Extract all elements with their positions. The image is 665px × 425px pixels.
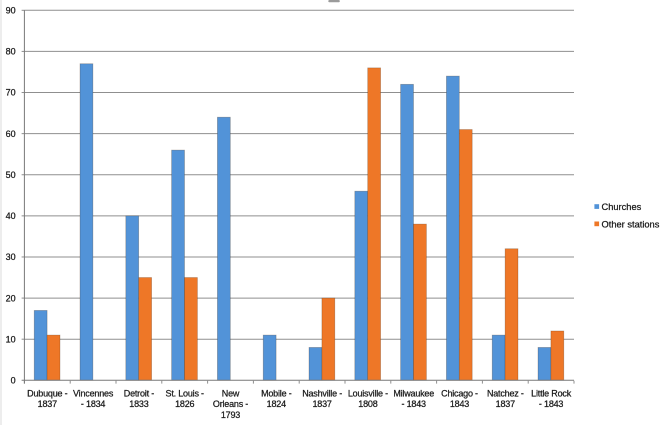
svg-text:Detroit -: Detroit - <box>124 388 154 398</box>
svg-text:Natchez -: Natchez - <box>487 388 524 398</box>
svg-text:1833: 1833 <box>129 399 148 409</box>
svg-text:Other stations: Other stations <box>602 219 660 229</box>
svg-text:30: 30 <box>6 252 16 262</box>
svg-text:1837: 1837 <box>312 399 331 409</box>
svg-text:Dubuque -: Dubuque - <box>27 388 67 398</box>
svg-text:- 1843: - 1843 <box>539 399 564 409</box>
svg-text:1837: 1837 <box>38 399 57 409</box>
svg-text:Orleans -: Orleans - <box>213 399 248 409</box>
svg-text:1808: 1808 <box>358 399 377 409</box>
svg-text:1824: 1824 <box>267 399 286 409</box>
svg-text:Vincennes: Vincennes <box>73 388 114 398</box>
svg-text:Mobile -: Mobile - <box>261 388 292 398</box>
svg-text:Little Rock: Little Rock <box>531 388 572 398</box>
svg-text:Louisville -: Louisville - <box>348 388 388 398</box>
svg-text:60: 60 <box>6 129 16 139</box>
svg-text:10: 10 <box>6 334 16 344</box>
svg-text:- 1834: - 1834 <box>81 399 106 409</box>
svg-text:80: 80 <box>6 47 16 57</box>
svg-text:1826: 1826 <box>175 399 194 409</box>
svg-text:40: 40 <box>6 211 16 221</box>
svg-text:1843: 1843 <box>450 399 469 409</box>
svg-text:- 1843: - 1843 <box>402 399 427 409</box>
svg-text:50: 50 <box>6 170 16 180</box>
svg-text:Milwaukee: Milwaukee <box>393 388 434 398</box>
svg-text:1793: 1793 <box>221 410 240 420</box>
svg-text:Chicago -: Chicago - <box>441 388 478 398</box>
svg-text:New: New <box>222 388 240 398</box>
svg-text:St. Louis -: St. Louis - <box>166 388 205 398</box>
svg-text:Churches: Churches <box>602 202 642 212</box>
svg-text:90: 90 <box>6 6 16 16</box>
svg-text:Nashville -: Nashville - <box>302 388 342 398</box>
svg-text:0: 0 <box>11 376 16 386</box>
svg-text:20: 20 <box>6 293 16 303</box>
svg-text:1837: 1837 <box>496 399 515 409</box>
svg-text:70: 70 <box>6 88 16 98</box>
